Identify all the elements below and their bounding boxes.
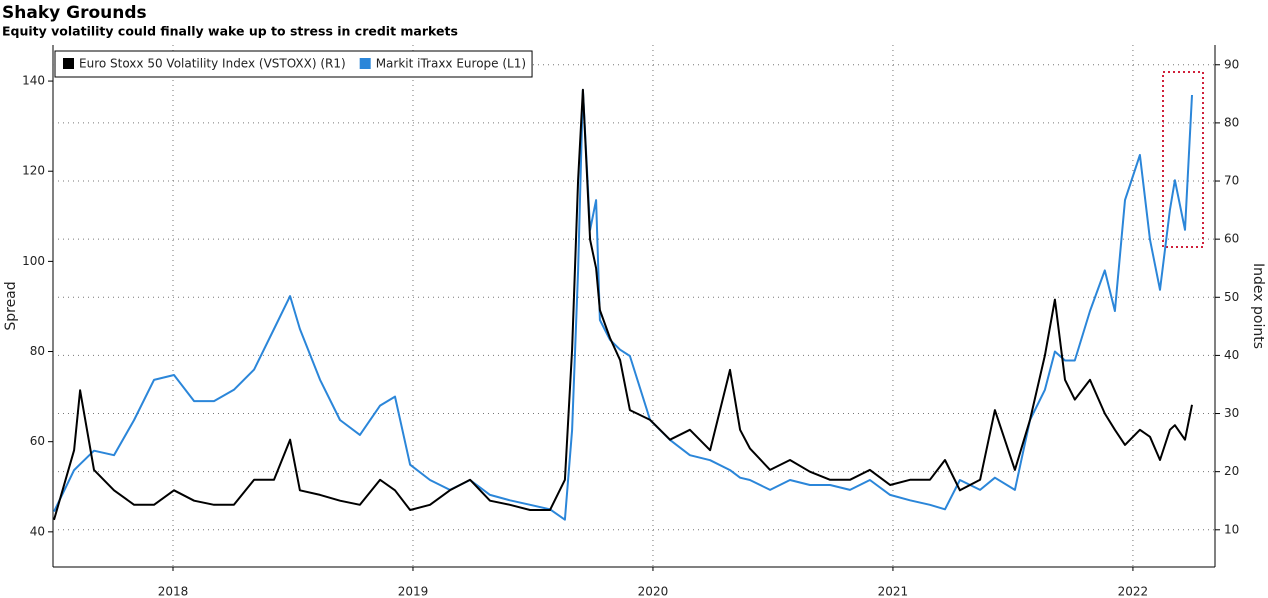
chart-title: Shaky Grounds (2, 3, 147, 23)
legend-label: Markit iTraxx Europe (L1) (376, 57, 526, 71)
y2-tick-label: 70 (1224, 174, 1239, 188)
legend-swatch (359, 58, 371, 69)
y-axis-title: Spread (3, 281, 19, 330)
y2-axis-title: Index points (1250, 263, 1266, 349)
y2-tick-label: 10 (1224, 522, 1239, 536)
highlight-box (1162, 71, 1204, 248)
y-tick-label: 120 (22, 164, 45, 178)
y-tick-label: 60 (30, 434, 45, 448)
x-tick-label: 2020 (638, 585, 669, 598)
y-tick-label: 80 (30, 344, 45, 358)
series-line (53, 89, 1193, 521)
x-tick-label: 2021 (878, 585, 909, 598)
y2-tick-label: 30 (1224, 406, 1239, 420)
x-tick-label: 2022 (1118, 585, 1149, 598)
y-tick-label: 40 (30, 524, 45, 538)
legend: Euro Stoxx 50 Volatility Index (VSTOXX) … (54, 50, 533, 78)
y2-tick-label: 50 (1224, 290, 1239, 304)
y-tick-label: 100 (22, 254, 45, 268)
y2-tick-label: 90 (1224, 57, 1239, 71)
y2-tick-label: 80 (1224, 115, 1239, 129)
legend-swatch (63, 58, 74, 69)
x-tick-label: 2019 (398, 585, 429, 598)
series-line (53, 88, 1193, 521)
legend-label: Euro Stoxx 50 Volatility Index (VSTOXX) … (79, 57, 346, 71)
chart-subtitle: Equity volatility could finally wake up … (2, 24, 458, 39)
y2-tick-label: 20 (1224, 464, 1239, 478)
y-tick-label: 140 (22, 74, 45, 88)
y2-tick-label: 40 (1224, 348, 1239, 362)
x-tick-label: 2018 (158, 585, 189, 598)
y2-tick-label: 60 (1224, 232, 1239, 246)
legend-box (54, 50, 533, 78)
